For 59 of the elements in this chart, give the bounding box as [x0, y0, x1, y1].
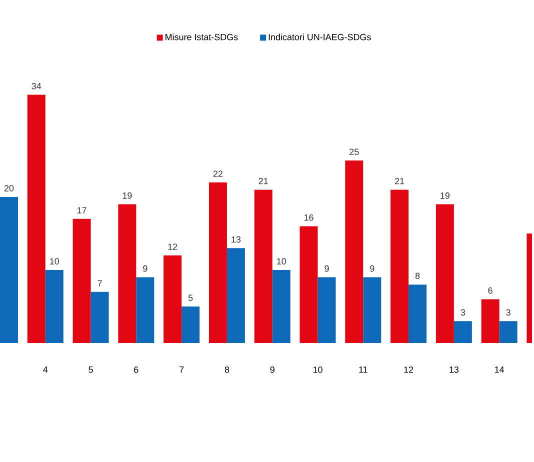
- data-label: 9: [370, 265, 374, 272]
- x-tick-label: 14: [495, 366, 504, 373]
- bar: [300, 226, 318, 343]
- data-label: 3: [460, 309, 466, 316]
- bar: [90, 292, 109, 343]
- x-tick-label: 5: [88, 366, 93, 373]
- data-label: 25: [350, 148, 359, 155]
- x-tick-label: 8: [224, 366, 230, 373]
- data-label: 6: [488, 287, 492, 294]
- x-tick-label: 4: [43, 366, 48, 373]
- bar: [408, 284, 427, 343]
- x-tick-label: 6: [134, 366, 138, 373]
- data-label: 21: [395, 178, 404, 184]
- bar: [226, 248, 245, 343]
- bar: [164, 255, 182, 343]
- data-label: 9: [143, 265, 148, 272]
- data-label: 13: [232, 236, 241, 243]
- bar: [118, 204, 136, 343]
- bar: [136, 277, 154, 343]
- bar: [390, 190, 409, 343]
- bar: [272, 270, 290, 343]
- data-label: 5: [188, 294, 193, 301]
- bar: [481, 299, 500, 343]
- bar: [72, 218, 91, 343]
- data-label: 22: [213, 170, 222, 177]
- bar: [454, 321, 472, 343]
- data-label: 20: [4, 185, 14, 192]
- data-label: 21: [258, 178, 268, 184]
- bar: [318, 277, 336, 343]
- x-tick-label: 9: [270, 366, 274, 373]
- data-label: 16: [304, 214, 314, 221]
- data-label: 8: [415, 272, 420, 280]
- x-tick-label: 11: [359, 366, 368, 373]
- data-label: 9: [324, 265, 329, 272]
- bar: [45, 270, 64, 343]
- legend-label: Indicatori UN-IAEG-SDGs: [268, 34, 371, 40]
- data-label: 34: [32, 82, 42, 90]
- bar: [499, 321, 518, 343]
- bar: [182, 306, 200, 343]
- data-label: 17: [77, 207, 86, 214]
- data-label: 19: [122, 192, 132, 199]
- bar: [345, 160, 364, 343]
- bar: [27, 94, 46, 343]
- x-tick-label: 10: [313, 366, 322, 373]
- x-tick-label: 12: [404, 366, 414, 373]
- bar: [254, 190, 272, 343]
- bar: [436, 204, 454, 343]
- x-tick-label: 13: [450, 366, 459, 373]
- data-label: 12: [168, 244, 178, 250]
- legend-label: Misure Istat-SDGs: [166, 34, 238, 40]
- bar: [363, 277, 382, 343]
- x-tick-label: 7: [180, 366, 184, 373]
- bar: [0, 196, 18, 343]
- data-label: 10: [277, 258, 286, 264]
- data-label: 10: [50, 258, 60, 264]
- data-label: 19: [440, 192, 450, 199]
- data-label: 7: [98, 280, 102, 286]
- data-label: 3: [506, 309, 510, 316]
- bar: [208, 182, 227, 343]
